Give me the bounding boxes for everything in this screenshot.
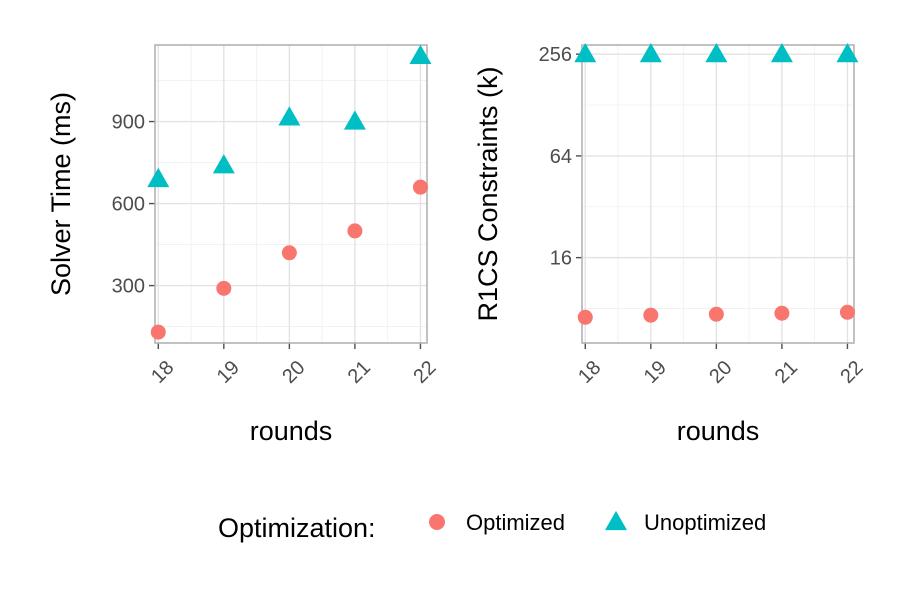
y-tick-label: 300 xyxy=(112,276,145,298)
legend-marker-optimized xyxy=(429,514,445,530)
point-optimized xyxy=(347,223,363,239)
x-tick-label: 19 xyxy=(213,357,244,388)
panel-border xyxy=(154,44,428,344)
x-tick-label: 18 xyxy=(147,357,178,388)
y-axis-title: R1CS Constraints (k) xyxy=(473,66,503,321)
point-unoptimized xyxy=(409,44,432,65)
legend-marker-unoptimized xyxy=(605,510,627,531)
x-tick-label: 18 xyxy=(574,357,605,388)
point-optimized xyxy=(281,245,297,261)
y-tick-label: 16 xyxy=(550,248,572,270)
legend: Optimization: Optimized Unoptimized xyxy=(218,510,766,543)
x-axis-title: rounds xyxy=(250,416,333,446)
x-tick-label: 19 xyxy=(640,357,671,388)
x-tick-label: 22 xyxy=(836,357,867,388)
x-tick-label: 20 xyxy=(278,357,309,388)
x-tick-label: 21 xyxy=(771,357,802,388)
point-unoptimized xyxy=(639,42,662,63)
point-unoptimized xyxy=(147,167,170,188)
point-optimized xyxy=(774,305,790,321)
legend-label-optimized: Optimized xyxy=(466,510,565,535)
point-optimized xyxy=(643,307,659,323)
panel-border xyxy=(581,44,855,344)
plot-background xyxy=(155,45,427,343)
point-optimized xyxy=(708,306,724,322)
point-unoptimized xyxy=(574,42,597,63)
point-optimized xyxy=(216,280,232,296)
legend-title: Optimization: xyxy=(218,513,376,543)
point-optimized xyxy=(412,179,428,195)
y-tick-label: 600 xyxy=(112,194,145,216)
y-axis-title: Solver Time (ms) xyxy=(46,92,76,296)
panel-solver-time: 18 19 20 21 22 300 600 900 rounds Solver Time (ms… xyxy=(46,44,441,446)
x-tick-label: 22 xyxy=(409,357,440,388)
point-optimized xyxy=(577,309,593,325)
y-tick-label: 900 xyxy=(112,112,145,134)
legend-label-unoptimized: Unoptimized xyxy=(644,510,766,535)
point-unoptimized xyxy=(212,154,235,174)
point-optimized xyxy=(839,304,855,320)
x-tick-label: 21 xyxy=(344,357,375,388)
x-axis-title: rounds xyxy=(677,416,760,446)
y-tick-label: 256 xyxy=(539,44,572,66)
panel-r1cs-constraints: 18 19 20 21 22 16 64 256 rounds R1CS Constraints … xyxy=(473,42,868,446)
y-tick-label: 64 xyxy=(550,146,572,168)
x-tick-label: 20 xyxy=(705,357,736,388)
point-unoptimized xyxy=(343,110,366,130)
point-unoptimized xyxy=(770,42,793,63)
point-unoptimized xyxy=(278,106,301,126)
point-unoptimized xyxy=(836,42,859,63)
plot-background xyxy=(582,45,854,343)
point-unoptimized xyxy=(705,42,728,63)
point-optimized xyxy=(150,324,166,340)
